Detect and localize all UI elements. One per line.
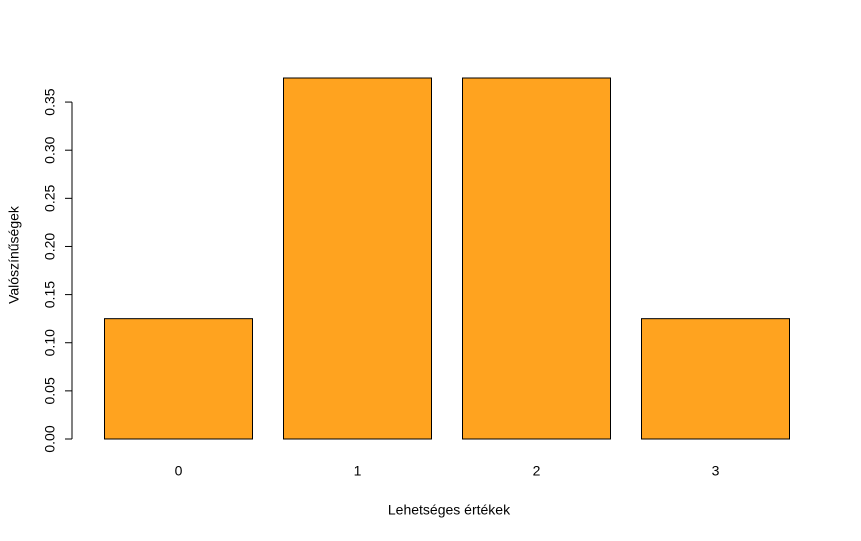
y-tick-label: 0.25 [42, 184, 58, 211]
bar [283, 77, 432, 440]
y-tick-label: 0.20 [42, 233, 58, 260]
bar [104, 318, 253, 440]
y-tick-label: 0.10 [42, 329, 58, 356]
x-tick-label: 3 [712, 463, 720, 479]
y-tick-label: 0.00 [42, 425, 58, 452]
bar [641, 318, 790, 440]
bar [462, 77, 611, 440]
x-tick-label: 2 [533, 463, 541, 479]
y-tick-label: 0.30 [42, 136, 58, 163]
y-tick-label: 0.35 [42, 88, 58, 115]
x-axis-label: Lehetséges értékek [388, 502, 511, 518]
y-tick-label: 0.15 [42, 281, 58, 308]
y-axis-label: Valószínűségek [6, 205, 22, 304]
x-tick-label: 0 [175, 463, 183, 479]
x-tick-label: 1 [354, 463, 362, 479]
y-tick-label: 0.05 [42, 377, 58, 404]
